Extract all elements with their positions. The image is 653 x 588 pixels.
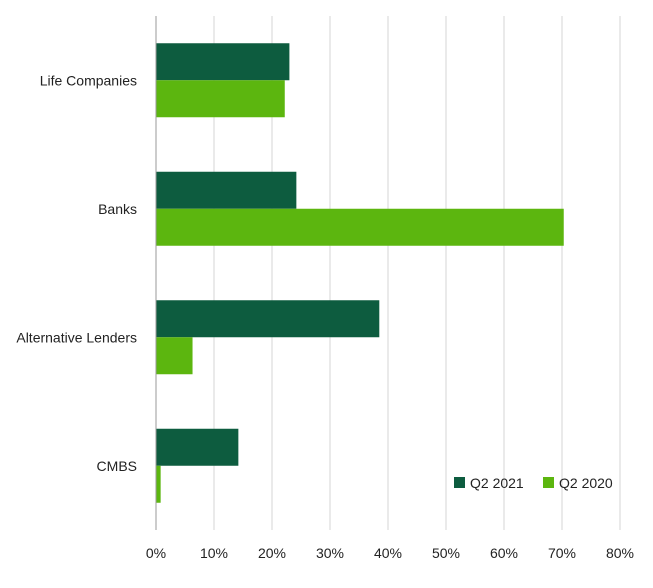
bar bbox=[156, 465, 161, 503]
x-tick-label: 40% bbox=[374, 545, 402, 561]
x-axis-ticks: 0% 10% 20% 30% 40% 50% 60% 70% 80% bbox=[146, 545, 634, 561]
legend-label: Q2 2021 bbox=[470, 475, 524, 491]
legend: Q2 2021 Q2 2020 bbox=[454, 475, 613, 491]
x-tick-label: 10% bbox=[200, 545, 228, 561]
bar bbox=[156, 80, 285, 118]
x-tick-label: 50% bbox=[432, 545, 460, 561]
legend-label: Q2 2020 bbox=[559, 475, 613, 491]
bar bbox=[156, 171, 297, 209]
x-tick-label: 70% bbox=[548, 545, 576, 561]
legend-swatch bbox=[543, 477, 554, 488]
bar bbox=[156, 428, 239, 466]
x-tick-label: 60% bbox=[490, 545, 518, 561]
bar bbox=[156, 208, 564, 246]
category-label: Life Companies bbox=[40, 72, 137, 88]
x-tick-label: 0% bbox=[146, 545, 166, 561]
x-tick-label: 80% bbox=[606, 545, 634, 561]
category-label: Banks bbox=[98, 201, 137, 217]
category-label: CMBS bbox=[97, 458, 137, 474]
bar bbox=[156, 337, 193, 375]
bar bbox=[156, 43, 290, 81]
bar bbox=[156, 300, 380, 338]
legend-swatch bbox=[454, 477, 465, 488]
category-labels: Life Companies Banks Alternative Lenders CM… bbox=[16, 72, 137, 474]
x-tick-label: 20% bbox=[258, 545, 286, 561]
bars bbox=[156, 43, 564, 503]
category-label: Alternative Lenders bbox=[16, 329, 137, 345]
x-tick-label: 30% bbox=[316, 545, 344, 561]
